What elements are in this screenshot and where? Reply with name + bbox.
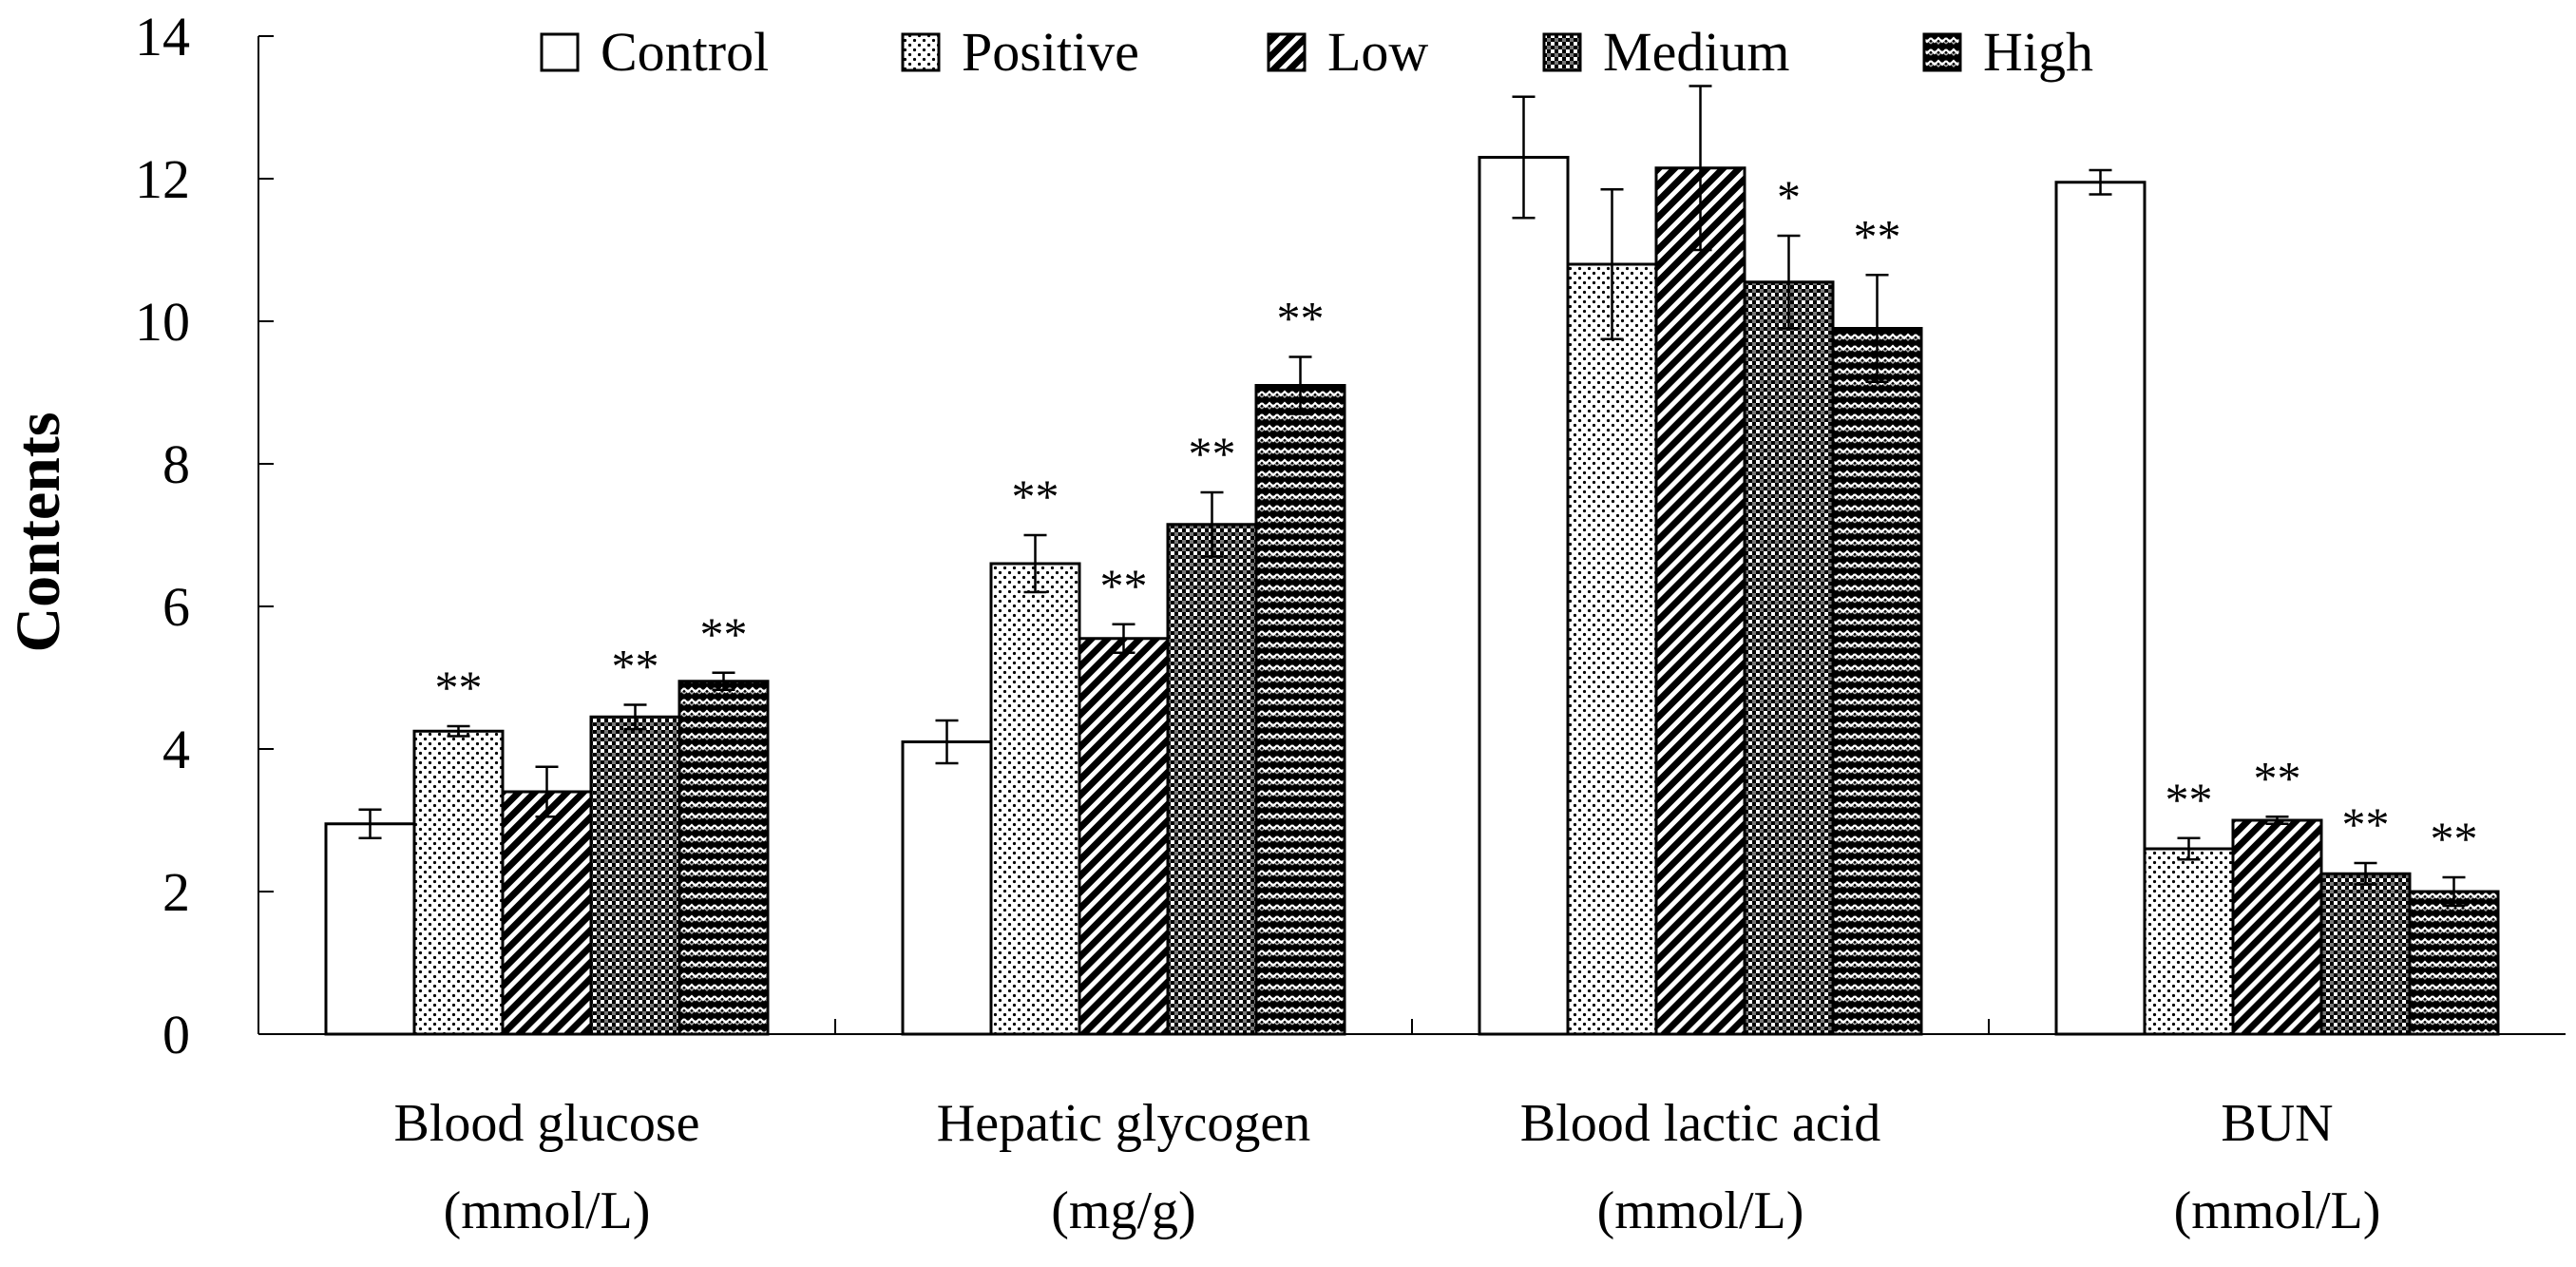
- y-tick-label: 4: [162, 719, 190, 780]
- bar-control: [2054, 181, 2147, 1036]
- y-tick-label: 12: [135, 148, 190, 210]
- bar-control: [324, 822, 416, 1036]
- legend-swatch-control: [540, 32, 580, 72]
- legend-swatch-low: [1267, 32, 1307, 72]
- y-tick-label: 8: [162, 433, 190, 495]
- bar-low: [2231, 818, 2323, 1036]
- legend-swatch-medium: [1542, 32, 1582, 72]
- significance-marker: **: [700, 607, 748, 661]
- category-label: Blood lactic acid: [1520, 1094, 1880, 1153]
- y-tick-label: 6: [162, 576, 190, 638]
- y-tick-label: 10: [135, 291, 190, 353]
- bar-positive: [989, 562, 1081, 1036]
- significance-marker: **: [2166, 773, 2213, 826]
- bar-high: [1831, 327, 1923, 1036]
- category-label: BUN: [2221, 1094, 2333, 1153]
- category-unit-label: (mg/g): [1051, 1181, 1195, 1240]
- significance-marker: **: [2431, 812, 2478, 865]
- y-tick-label: 14: [135, 6, 190, 67]
- category-label: Hepatic glycogen: [937, 1094, 1310, 1153]
- bar-medium: [2319, 872, 2412, 1036]
- bar-high: [677, 680, 770, 1036]
- bar-positive: [1566, 262, 1658, 1036]
- significance-marker: **: [435, 661, 483, 714]
- legend-label-control: Control: [601, 21, 769, 83]
- labels-layer: ** ** ** Blood glucose (mmol/L) ** ** ** ** Hepat…: [394, 170, 2478, 1240]
- legend-label-medium: Medium: [1603, 21, 1790, 83]
- bar-control: [1478, 156, 1570, 1036]
- bar-medium: [1743, 280, 1835, 1036]
- bar-high: [2408, 890, 2500, 1036]
- bar-positive: [412, 729, 505, 1036]
- bar-low: [1654, 166, 1746, 1036]
- y-tick-label: 0: [162, 1004, 190, 1065]
- significance-marker: **: [2342, 797, 2390, 851]
- bar-high: [1254, 384, 1346, 1036]
- category-unit-label: (mmol/L): [444, 1181, 651, 1240]
- bar-medium: [589, 715, 681, 1036]
- legend-label-high: High: [1983, 21, 2093, 83]
- category-unit-label: (mmol/L): [2174, 1181, 2381, 1240]
- significance-marker: **: [1854, 209, 1901, 262]
- bar-low: [501, 790, 593, 1036]
- legend-label-positive: Positive: [962, 21, 1139, 83]
- y-axis-label: Contents: [4, 412, 73, 652]
- significance-marker: **: [1100, 559, 1148, 612]
- y-tick-label: 2: [162, 861, 190, 923]
- bars-layer: [324, 85, 2500, 1036]
- category-label: Blood glucose: [394, 1094, 700, 1153]
- significance-marker: **: [612, 640, 659, 693]
- legend-swatch-positive: [901, 32, 941, 72]
- significance-marker: **: [1012, 470, 1059, 523]
- legend-label-low: Low: [1327, 21, 1428, 83]
- bar-medium: [1166, 523, 1258, 1036]
- significance-marker: **: [1189, 427, 1236, 480]
- legend: Control Positive Low Medium High: [540, 21, 2093, 83]
- bar-control: [901, 740, 993, 1036]
- significance-marker: **: [2254, 751, 2301, 804]
- bar-low: [1078, 637, 1170, 1036]
- bar-positive: [2143, 847, 2235, 1036]
- category-unit-label: (mmol/L): [1597, 1181, 1804, 1240]
- legend-swatch-high: [1922, 32, 1962, 72]
- significance-marker: **: [1277, 292, 1325, 345]
- significance-marker: *: [1777, 170, 1801, 223]
